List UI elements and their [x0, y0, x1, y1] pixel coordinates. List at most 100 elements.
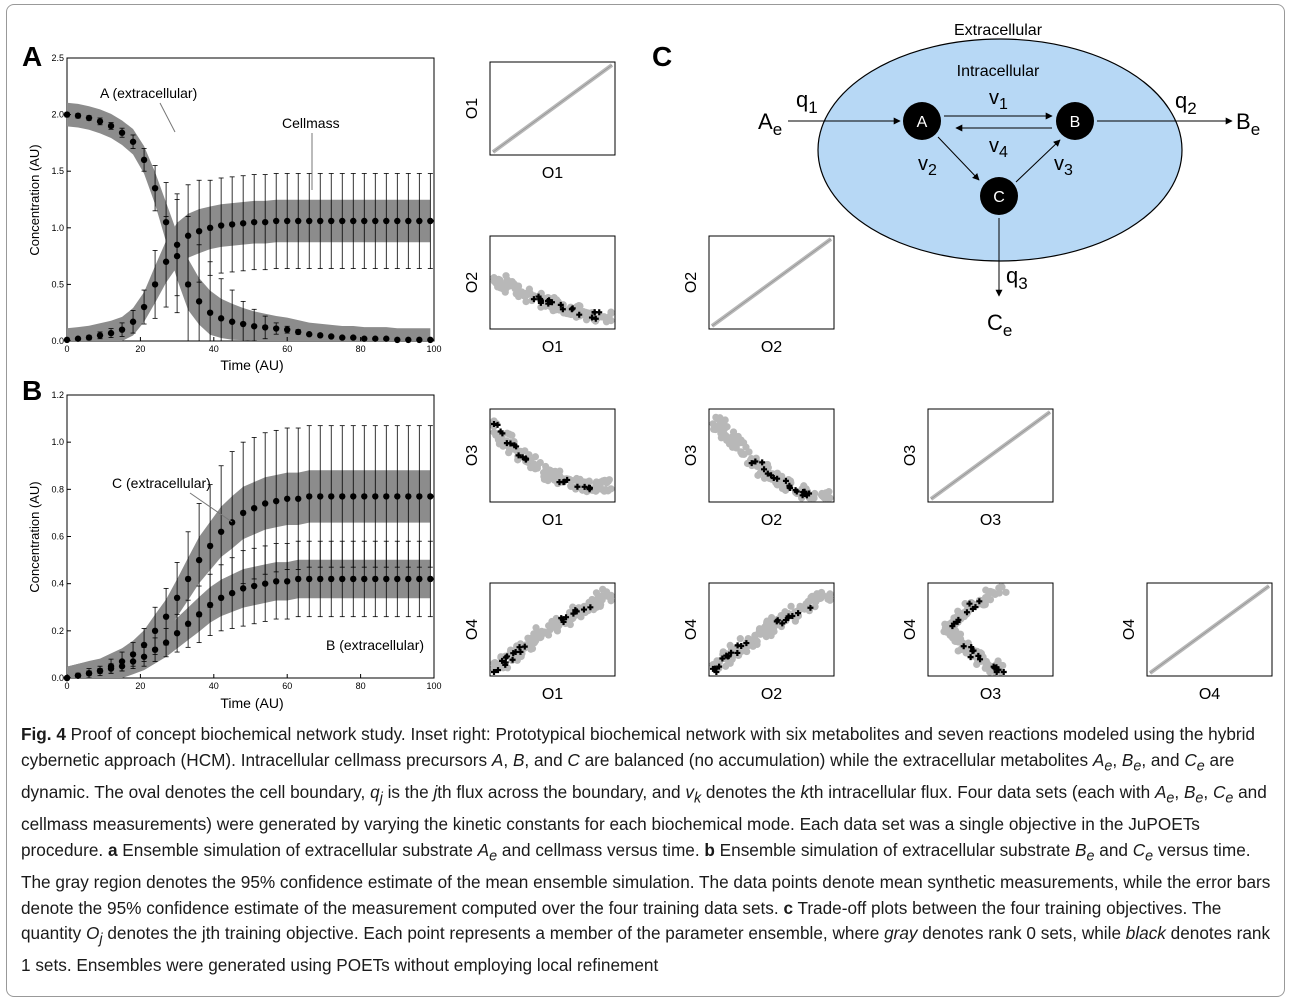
x-tick-label: 0 [64, 344, 69, 354]
panel-a: A 0 20 40 60 80 100 0.0 0.5 1.0 1.5 2.0 2.5 Time (A… [22, 41, 442, 373]
rank0-point [948, 625, 956, 633]
data-point [427, 493, 434, 500]
tradeoff-box [708, 235, 835, 330]
data-point [295, 575, 302, 583]
data-point [118, 326, 126, 333]
tradeoff-ylabel: O1 [464, 98, 481, 119]
data-point [427, 575, 434, 583]
rank1-point [719, 655, 726, 662]
rank0-point [767, 631, 775, 640]
rank1-point [580, 606, 587, 613]
data-point [416, 217, 423, 225]
data-point [173, 629, 181, 637]
rank0-point [964, 639, 972, 647]
rank0-point [580, 602, 588, 610]
rank0-point [808, 592, 816, 600]
x-tick-label: 80 [356, 681, 366, 691]
data-point [140, 653, 148, 660]
tradeoff-box [927, 408, 1054, 503]
rank0-point [802, 600, 810, 608]
annotation-a-extracellular: A (extracellular) [100, 85, 197, 101]
data-point [339, 217, 346, 225]
data-point [372, 217, 379, 225]
rank0-point [536, 458, 544, 467]
data-point [217, 594, 225, 602]
rank0-point [588, 595, 596, 604]
annotation-a-leader [159, 102, 176, 133]
label-ce: Ce [987, 310, 1012, 340]
rank0-point [495, 440, 504, 448]
data-point [306, 331, 313, 338]
cell-boundary-oval [817, 38, 1183, 262]
rank0-point [994, 657, 1002, 665]
rank1-point [793, 488, 800, 495]
rank0-point [514, 282, 523, 290]
rank1-point [716, 663, 723, 670]
tradeoff-grid: O1 O1 O1 O2 O2 O2 O1 O3 O2 O3 O3 O3 O1 O4 O2 O4 O3 O4 O4 O4 [464, 61, 1273, 703]
rank1-point [494, 421, 501, 428]
node-a-label: A [917, 114, 928, 131]
x-tick-label: 60 [282, 344, 292, 354]
data-point [250, 505, 258, 512]
data-point [328, 217, 335, 225]
data-point [416, 493, 423, 500]
data-point [339, 575, 346, 583]
data-point [228, 318, 236, 325]
rank0-point [596, 479, 604, 487]
data-point [217, 315, 225, 322]
data-point [184, 232, 192, 239]
data-point [339, 334, 346, 341]
annotation-c-leader [189, 492, 233, 523]
data-point [284, 495, 291, 502]
caption-body: Proof of concept biochemical network stu… [21, 724, 1271, 976]
panel-a-ylabel: Concentration (AU) [27, 144, 42, 255]
rank1-point [969, 648, 976, 655]
rank0-point [810, 494, 818, 502]
data-point [96, 118, 104, 125]
rank1-point [955, 616, 962, 623]
rank1-point [495, 667, 502, 674]
rank0-point [603, 479, 611, 487]
data-point [272, 217, 280, 225]
data-point [317, 332, 324, 339]
rank0-point [490, 659, 498, 667]
data-point [405, 493, 412, 500]
data-point [361, 335, 368, 342]
rank1-point [966, 600, 973, 607]
rank1-point [975, 652, 982, 659]
data-point [295, 217, 302, 225]
data-point [228, 589, 236, 597]
rank0-point [545, 622, 554, 630]
data-point [140, 156, 148, 164]
node-c-label: C [993, 189, 1005, 206]
rank1-point [1000, 669, 1007, 675]
data-point [284, 326, 291, 333]
data-point [151, 281, 159, 288]
rank0-point [753, 637, 761, 645]
rank0-point [728, 436, 736, 444]
tradeoff-box [489, 582, 616, 677]
data-point [261, 324, 269, 331]
rank1-point [546, 299, 553, 306]
tradeoff-ylabel: O4 [683, 619, 700, 640]
data-point [272, 325, 280, 332]
data-point [405, 575, 412, 583]
rank1-point [560, 618, 567, 625]
rank0-point [982, 586, 990, 594]
rank0-point [516, 291, 524, 299]
data-point [261, 500, 269, 507]
rank1-point [782, 477, 789, 484]
data-point [361, 493, 368, 500]
data-point [372, 335, 379, 342]
rank0-point [722, 433, 730, 441]
rank0-point [532, 624, 540, 632]
tradeoff-box [708, 582, 835, 677]
data-point [184, 575, 192, 583]
x-tick-label: 20 [135, 681, 145, 691]
rank1-point [521, 643, 528, 650]
rank0-point [607, 309, 615, 318]
caption-fig-label: Fig. 4 [21, 724, 66, 744]
panel-b-label: B [22, 375, 42, 406]
rank1-point [968, 644, 975, 651]
panel-a-ticks: 0 20 40 60 80 100 0.0 0.5 1.0 1.5 2.0 2.5 [51, 53, 441, 354]
